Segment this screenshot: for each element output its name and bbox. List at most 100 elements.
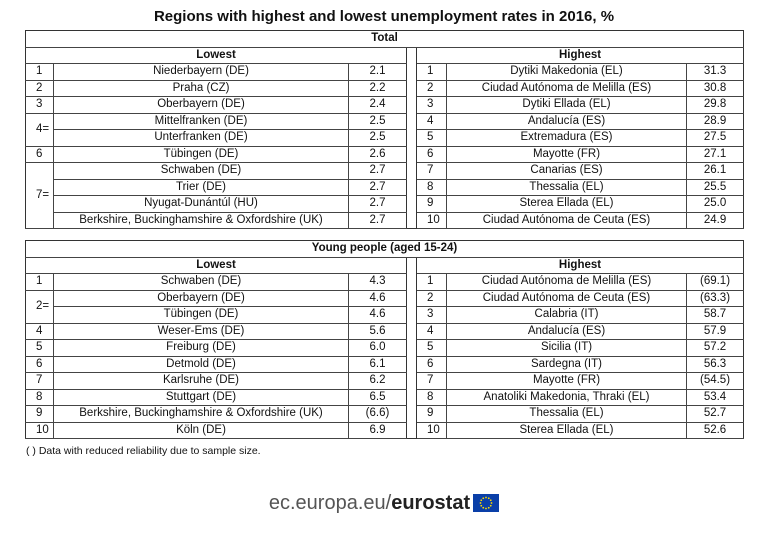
lowest-rank: 9 xyxy=(25,405,54,423)
highest-value: 52.7 xyxy=(686,405,744,423)
reliability-note: ( ) Data with reduced reliability due to… xyxy=(26,445,261,457)
highest-rank: 9 xyxy=(416,195,447,213)
lowest-rank: 5 xyxy=(25,339,54,357)
highest-region: Ciudad Autónoma de Melilla (ES) xyxy=(446,273,687,291)
table-row: Tübingen (DE) 4.6 3 Calabria (IT) 58.7 xyxy=(26,306,744,324)
table-row: 1 Niederbayern (DE) 2.1 1 Dytiki Makedonia (… xyxy=(25,63,744,81)
lowest-value: 2.7 xyxy=(348,179,407,196)
lowest-value: 4.6 xyxy=(348,290,407,307)
lowest-rank: 4 xyxy=(25,323,54,340)
lowest-region: Unterfranken (DE) xyxy=(53,129,349,147)
table-row: Trier (DE) 2.7 8 Thessalia (EL) 25.5 xyxy=(26,179,744,196)
highest-region: Sardegna (IT) xyxy=(446,356,687,373)
highest-region: Thessalia (EL) xyxy=(446,179,687,196)
highest-rank: 8 xyxy=(416,179,447,196)
table-row: Nyugat-Dunántúl (HU) 2.7 9 Sterea Ellada (E… xyxy=(26,195,744,213)
lowest-rank: 4= xyxy=(25,113,54,147)
lowest-region: Berkshire, Buckinghamshire & Oxfordshire… xyxy=(53,405,349,423)
table-row: 6 Detmold (DE) 6.1 6 Sardegna (IT) 56.3 xyxy=(25,356,744,373)
highest-rank: 1 xyxy=(416,63,447,81)
highest-value: 53.4 xyxy=(686,389,744,406)
highest-value: 56.3 xyxy=(686,356,744,373)
column-gap xyxy=(406,47,417,64)
highest-value: 28.9 xyxy=(686,113,744,130)
column-gap xyxy=(406,405,417,422)
highest-value: 58.7 xyxy=(686,306,744,324)
highest-rank: 10 xyxy=(416,212,447,229)
table-row: 3 Oberbayern (DE) 2.4 3 Dytiki Ellada (EL) 29… xyxy=(25,96,744,114)
table-row: 2= Oberbayern (DE) 4.6 2 Ciudad Autónoma de … xyxy=(25,290,744,324)
lowest-value: 6.5 xyxy=(348,389,407,406)
lowest-value: (6.6) xyxy=(348,405,407,423)
table-row: 2 Praha (CZ) 2.2 2 Ciudad Autónoma de Melill… xyxy=(25,80,744,97)
highest-rank: 8 xyxy=(416,389,447,406)
highest-region: Extremadura (ES) xyxy=(446,129,687,147)
highest-value: 25.5 xyxy=(686,179,744,196)
lowest-value: 2.7 xyxy=(348,212,407,229)
highest-region: Mayotte (FR) xyxy=(446,146,687,163)
highest-value: 26.1 xyxy=(686,162,744,180)
lowest-rank: 10 xyxy=(25,422,54,439)
highest-rank: 9 xyxy=(416,405,447,423)
lowest-region: Weser-Ems (DE) xyxy=(53,323,349,340)
table-row: 4= Mittelfranken (DE) 2.5 4 Andalucía (ES) 28… xyxy=(25,113,744,147)
column-gap xyxy=(406,290,417,307)
lowest-value: 2.2 xyxy=(348,80,407,97)
lowest-rank: 3 xyxy=(25,96,54,114)
lowest-rank: 1 xyxy=(25,273,54,291)
total-lowest-header: Lowest xyxy=(25,47,407,64)
column-gap xyxy=(406,195,417,212)
highest-value: 29.8 xyxy=(686,96,744,114)
highest-region: Anatoliki Makedonia, Thraki (EL) xyxy=(446,389,687,406)
highest-region: Thessalia (EL) xyxy=(446,405,687,423)
column-gap xyxy=(406,212,417,229)
column-gap xyxy=(406,179,417,196)
lowest-value: 6.1 xyxy=(348,356,407,373)
lowest-region: Tübingen (DE) xyxy=(53,306,349,324)
lowest-value: 2.7 xyxy=(348,195,407,213)
highest-value: (54.5) xyxy=(686,372,744,390)
column-gap xyxy=(406,257,417,274)
highest-rank: 7 xyxy=(416,162,447,180)
highest-region: Sicilia (IT) xyxy=(446,339,687,357)
table-row: 5 Freiburg (DE) 6.0 5 Sicilia (IT) 57.2 xyxy=(25,339,744,357)
total-table: Total Lowest Highest 1 Niederbayern (DE) 2… xyxy=(25,30,745,229)
lowest-region: Detmold (DE) xyxy=(53,356,349,373)
footer-domain: ec.europa.eu/ xyxy=(268,492,392,514)
lowest-region: Köln (DE) xyxy=(53,422,349,439)
lowest-region: Freiburg (DE) xyxy=(53,339,349,357)
highest-value: 30.8 xyxy=(686,80,744,97)
column-gap xyxy=(406,63,417,80)
column-gap xyxy=(406,389,417,406)
highest-region: Canarias (ES) xyxy=(446,162,687,180)
lowest-value: 4.3 xyxy=(348,273,407,291)
highest-rank: 10 xyxy=(416,422,447,439)
highest-region: Andalucía (ES) xyxy=(446,323,687,340)
lowest-rank: 6 xyxy=(25,356,54,373)
column-gap xyxy=(406,422,417,439)
lowest-rank: 1 xyxy=(25,63,54,81)
lowest-value: 6.0 xyxy=(348,339,407,357)
column-gap xyxy=(406,273,417,290)
highest-value: 25.0 xyxy=(686,195,744,213)
lowest-region: Oberbayern (DE) xyxy=(53,290,349,307)
lowest-region: Nyugat-Dunántúl (HU) xyxy=(53,195,349,213)
highest-value: (69.1) xyxy=(686,273,744,291)
highest-region: Sterea Ellada (EL) xyxy=(446,422,687,439)
young-header: Young people (aged 15-24) xyxy=(25,240,744,258)
highest-region: Mayotte (FR) xyxy=(446,372,687,390)
highest-region: Andalucía (ES) xyxy=(446,113,687,130)
column-gap xyxy=(406,372,417,389)
lowest-value: 2.6 xyxy=(348,146,407,163)
lowest-value: 2.4 xyxy=(348,96,407,114)
highest-rank: 3 xyxy=(416,96,447,114)
lowest-value: 2.7 xyxy=(348,162,407,180)
total-header: Total xyxy=(25,30,744,48)
table-row: Berkshire, Buckinghamshire & Oxfordshire… xyxy=(26,212,744,229)
lowest-region: Stuttgart (DE) xyxy=(53,389,349,406)
column-gap xyxy=(406,306,417,323)
lowest-region: Trier (DE) xyxy=(53,179,349,196)
lowest-region: Karlsruhe (DE) xyxy=(53,372,349,390)
highest-rank: 5 xyxy=(416,339,447,357)
highest-value: 27.1 xyxy=(686,146,744,163)
